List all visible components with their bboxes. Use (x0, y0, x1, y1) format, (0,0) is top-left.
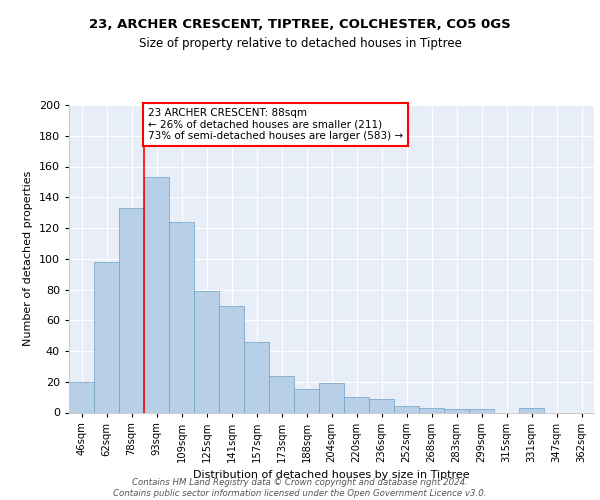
Text: 23, ARCHER CRESCENT, TIPTREE, COLCHESTER, CO5 0GS: 23, ARCHER CRESCENT, TIPTREE, COLCHESTER… (89, 18, 511, 30)
Bar (94, 262, 119, 412)
Y-axis label: Number of detached properties: Number of detached properties (23, 171, 33, 346)
Bar (444, 410, 469, 412)
Bar (394, 406, 419, 412)
Bar (119, 208, 144, 412)
Bar (519, 408, 544, 412)
Bar (294, 390, 319, 412)
Bar (144, 178, 169, 412)
Bar (244, 342, 269, 412)
Text: Contains HM Land Registry data © Crown copyright and database right 2024.
Contai: Contains HM Land Registry data © Crown c… (113, 478, 487, 498)
Bar (69, 382, 94, 412)
Bar (469, 410, 494, 412)
Text: 23 ARCHER CRESCENT: 88sqm
← 26% of detached houses are smaller (211)
73% of semi: 23 ARCHER CRESCENT: 88sqm ← 26% of detac… (148, 108, 403, 142)
Text: Size of property relative to detached houses in Tiptree: Size of property relative to detached ho… (139, 38, 461, 51)
Bar (419, 408, 444, 412)
Bar (269, 376, 294, 412)
Bar (319, 384, 344, 412)
Bar (194, 291, 219, 412)
Bar (344, 397, 369, 412)
Bar (369, 398, 394, 412)
X-axis label: Distribution of detached houses by size in Tiptree: Distribution of detached houses by size … (193, 470, 470, 480)
Bar (219, 306, 244, 412)
Bar (169, 222, 194, 412)
